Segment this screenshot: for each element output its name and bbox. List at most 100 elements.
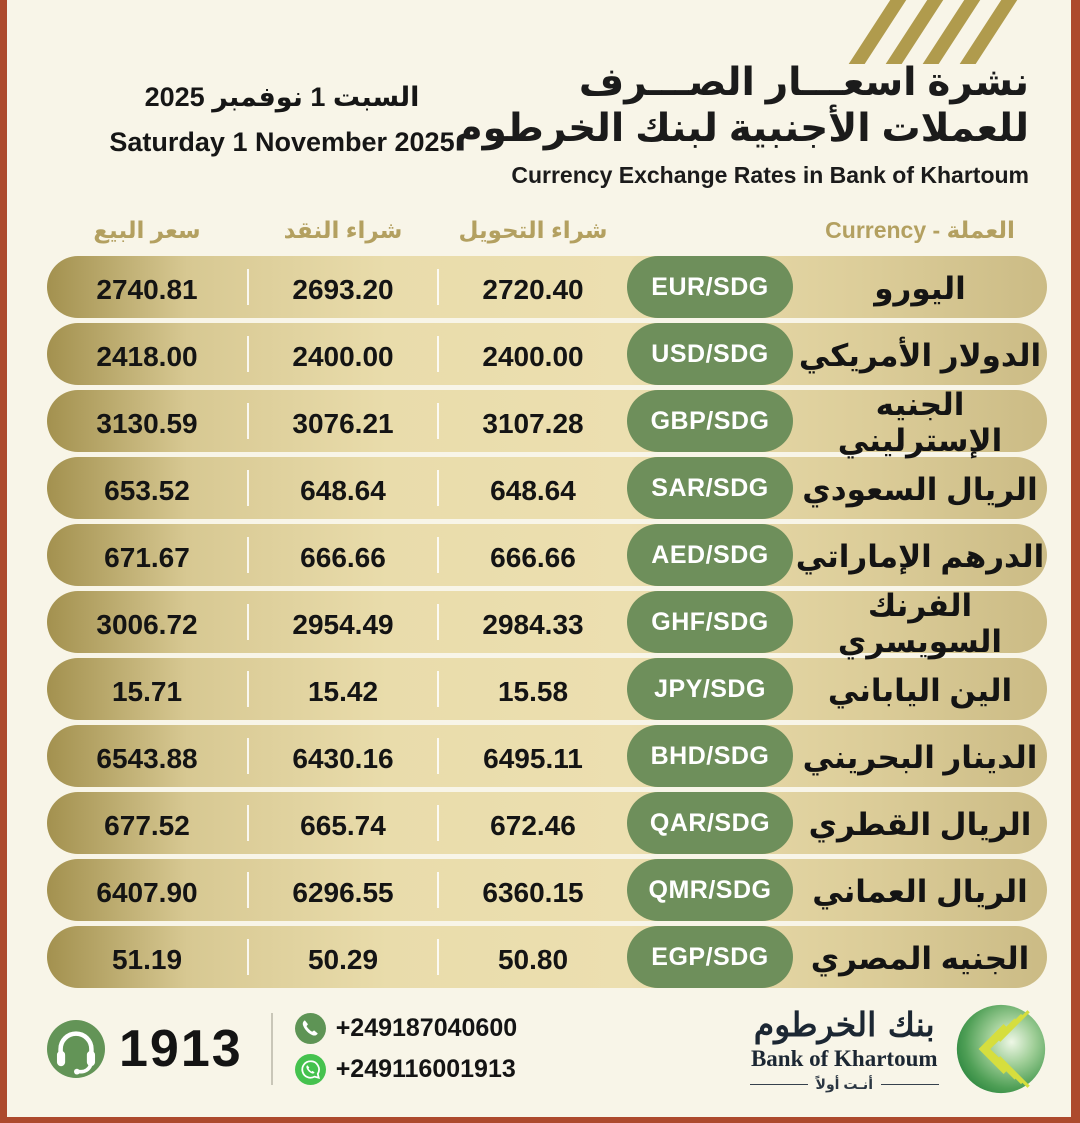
- table-row: 653.52 648.64 648.64 SAR/SDG الريال السعودي: [47, 457, 1047, 519]
- sell-price-value: 2740.81: [96, 274, 198, 305]
- table-header-row: سعر البيع شراء النقد شراء التحويل العملة…: [47, 212, 1047, 248]
- table-row: 51.19 50.29 50.80 EGP/SDG الجنيه المصري: [47, 926, 1047, 988]
- cash-buy-value: 50.29: [307, 944, 379, 975]
- cash-buy-value: 666.66: [300, 542, 386, 573]
- column-divider: [247, 939, 249, 975]
- bank-tagline: أنـت أولاً: [749, 1076, 939, 1093]
- column-divider: [437, 671, 439, 707]
- currency-code-badge: EGP/SDG: [627, 926, 793, 988]
- bank-name-english: Bank of Khartoum: [750, 1046, 938, 1071]
- table-row: 671.67 666.66 666.66 AED/SDG الدرهم الإمارات…: [47, 524, 1047, 586]
- column-divider: [247, 269, 249, 305]
- call-center-number: 1913: [119, 1020, 243, 1078]
- bank-logo-text: بنك الخرطوم Bank of Khartoum أنـت أولاً: [749, 1005, 939, 1093]
- page-title-arabic: نشرة اسعـــار الصـــرف للعملات الأجنبية …: [454, 60, 1029, 152]
- transfer-buy-value: 648.64: [490, 475, 576, 506]
- date-arabic: السبت 1 نوفمبر 2025: [144, 82, 420, 112]
- column-divider: [437, 604, 439, 640]
- currency-code-badge: BHD/SDG: [627, 725, 793, 787]
- sell-price-value: 2418.00: [96, 341, 198, 372]
- column-divider: [437, 738, 439, 774]
- column-divider: [247, 872, 249, 908]
- column-divider: [247, 470, 249, 506]
- column-divider: [437, 805, 439, 841]
- column-divider: [437, 939, 439, 975]
- sell-price-value: 51.19: [111, 944, 183, 975]
- transfer-buy-value: 6360.15: [482, 877, 584, 908]
- currency-name-arabic: الريال السعودي: [802, 472, 1038, 507]
- currency-name-arabic: الريال القطري: [808, 807, 1032, 842]
- cash-buy-value: 6430.16: [292, 743, 394, 774]
- currency-name-arabic: الين الياباني: [827, 673, 1013, 708]
- bulletin-card: السبت 1 نوفمبر 2025 Saturday 1 November …: [7, 0, 1071, 1117]
- phone-numbers: +249187040600 +249116001913: [294, 1013, 517, 1085]
- whatsapp-line: +249116001913: [294, 1054, 517, 1085]
- rates-table: سعر البيع شراء النقد شراء التحويل العملة…: [47, 212, 1047, 993]
- title-block: نشرة اسعـــار الصـــرف للعملات الأجنبية …: [454, 60, 1029, 189]
- table-row: 3130.59 3076.21 3107.28 GBP/SDG الجنيه الإست…: [47, 387, 1047, 458]
- cash-buy-value: 6296.55: [292, 877, 394, 908]
- cash-buy-value: 2693.20: [292, 274, 394, 305]
- column-divider: [247, 403, 249, 439]
- sell-price-value: 6407.90: [96, 877, 198, 908]
- cash-buy-value: 3076.21: [292, 408, 394, 439]
- table-row: 15.71 15.42 15.58 JPY/SDG الين الياباني: [47, 658, 1047, 720]
- column-divider: [247, 671, 249, 707]
- tagline-dash: [749, 1084, 808, 1085]
- transfer-buy-value: 2720.40: [482, 274, 584, 305]
- column-divider: [437, 470, 439, 506]
- page-title-english: Currency Exchange Rates in Bank of Khart…: [511, 162, 1029, 189]
- date-block: السبت 1 نوفمبر 2025 Saturday 1 November …: [102, 82, 462, 158]
- sell-price-value: 671.67: [104, 542, 190, 573]
- transfer-buy-value: 50.80: [497, 944, 569, 975]
- table-row: 677.52 665.74 672.46 QAR/SDG الريال القطري: [47, 792, 1047, 854]
- currency-name-arabic: الجنيه الإسترليني: [837, 387, 1003, 458]
- transfer-buy-value: 666.66: [490, 542, 576, 573]
- currency-name-arabic: الدرهم الإماراتي: [795, 539, 1045, 574]
- gold-stripes-decoration: [848, 0, 1027, 64]
- bank-logo-sphere-icon: [956, 1004, 1046, 1094]
- currency-code-badge: GBP/SDG: [627, 390, 793, 452]
- table-row: 3006.72 2954.49 2984.33 GHF/SDG الفرنك السوي…: [47, 588, 1047, 659]
- cash-buy-value: 2400.00: [292, 341, 394, 372]
- currency-name-arabic: الفرنك السويسري: [837, 588, 1003, 659]
- phone-icon: [294, 1013, 326, 1044]
- column-divider: [437, 336, 439, 372]
- table-row: 6543.88 6430.16 6495.11 BHD/SDG الدينار البح…: [47, 725, 1047, 787]
- sell-price-value: 677.52: [104, 810, 190, 841]
- column-divider: [437, 872, 439, 908]
- phone-line: +249187040600: [294, 1013, 517, 1044]
- column-header-currency: العملة - Currency: [825, 216, 1015, 243]
- currency-code-badge: QMR/SDG: [627, 859, 793, 921]
- column-divider: [247, 336, 249, 372]
- bank-name-arabic: بنك الخرطوم: [753, 1005, 935, 1044]
- date-english: Saturday 1 November 2025: [109, 127, 455, 157]
- transfer-buy-value: 6495.11: [483, 743, 583, 774]
- transfer-buy-value: 15.58: [497, 676, 569, 707]
- sell-price-value: 6543.88: [96, 743, 198, 774]
- currency-name-arabic: الدينار البحريني: [802, 740, 1038, 775]
- column-header-cash-buy: شراء النقد: [283, 216, 403, 243]
- column-divider: [437, 537, 439, 573]
- table-row: 6407.90 6296.55 6360.15 QMR/SDG الريال العما…: [47, 859, 1047, 921]
- currency-code-badge: AED/SDG: [627, 524, 793, 586]
- bank-logo: بنك الخرطوم Bank of Khartoum أنـت أولاً: [749, 1003, 1047, 1095]
- whatsapp-icon: [294, 1054, 326, 1085]
- currency-code-badge: QAR/SDG: [627, 792, 793, 854]
- title-arabic-line2: للعملات الأجنبية لبنك الخرطوم: [454, 107, 1029, 151]
- cash-buy-value: 648.64: [300, 475, 386, 506]
- sell-price-value: 3130.59: [96, 408, 198, 439]
- column-divider: [437, 269, 439, 305]
- table-row: 2418.00 2400.00 2400.00 USD/SDG الدولار الأم…: [47, 323, 1047, 385]
- footer: 1913 +249187040600 +249116001913: [47, 1003, 1047, 1095]
- column-divider: [247, 604, 249, 640]
- currency-code-badge: USD/SDG: [627, 323, 793, 385]
- sell-price-value: 15.71: [111, 676, 183, 707]
- column-header-sell: سعر البيع: [93, 216, 201, 243]
- cash-buy-value: 665.74: [300, 810, 386, 841]
- transfer-buy-value: 3107.28: [482, 408, 584, 439]
- sell-price-value: 3006.72: [96, 609, 198, 640]
- table-row: 2740.81 2693.20 2720.40 EUR/SDG اليورو: [47, 256, 1047, 318]
- tagline-dash: [881, 1084, 939, 1085]
- column-divider: [247, 537, 249, 573]
